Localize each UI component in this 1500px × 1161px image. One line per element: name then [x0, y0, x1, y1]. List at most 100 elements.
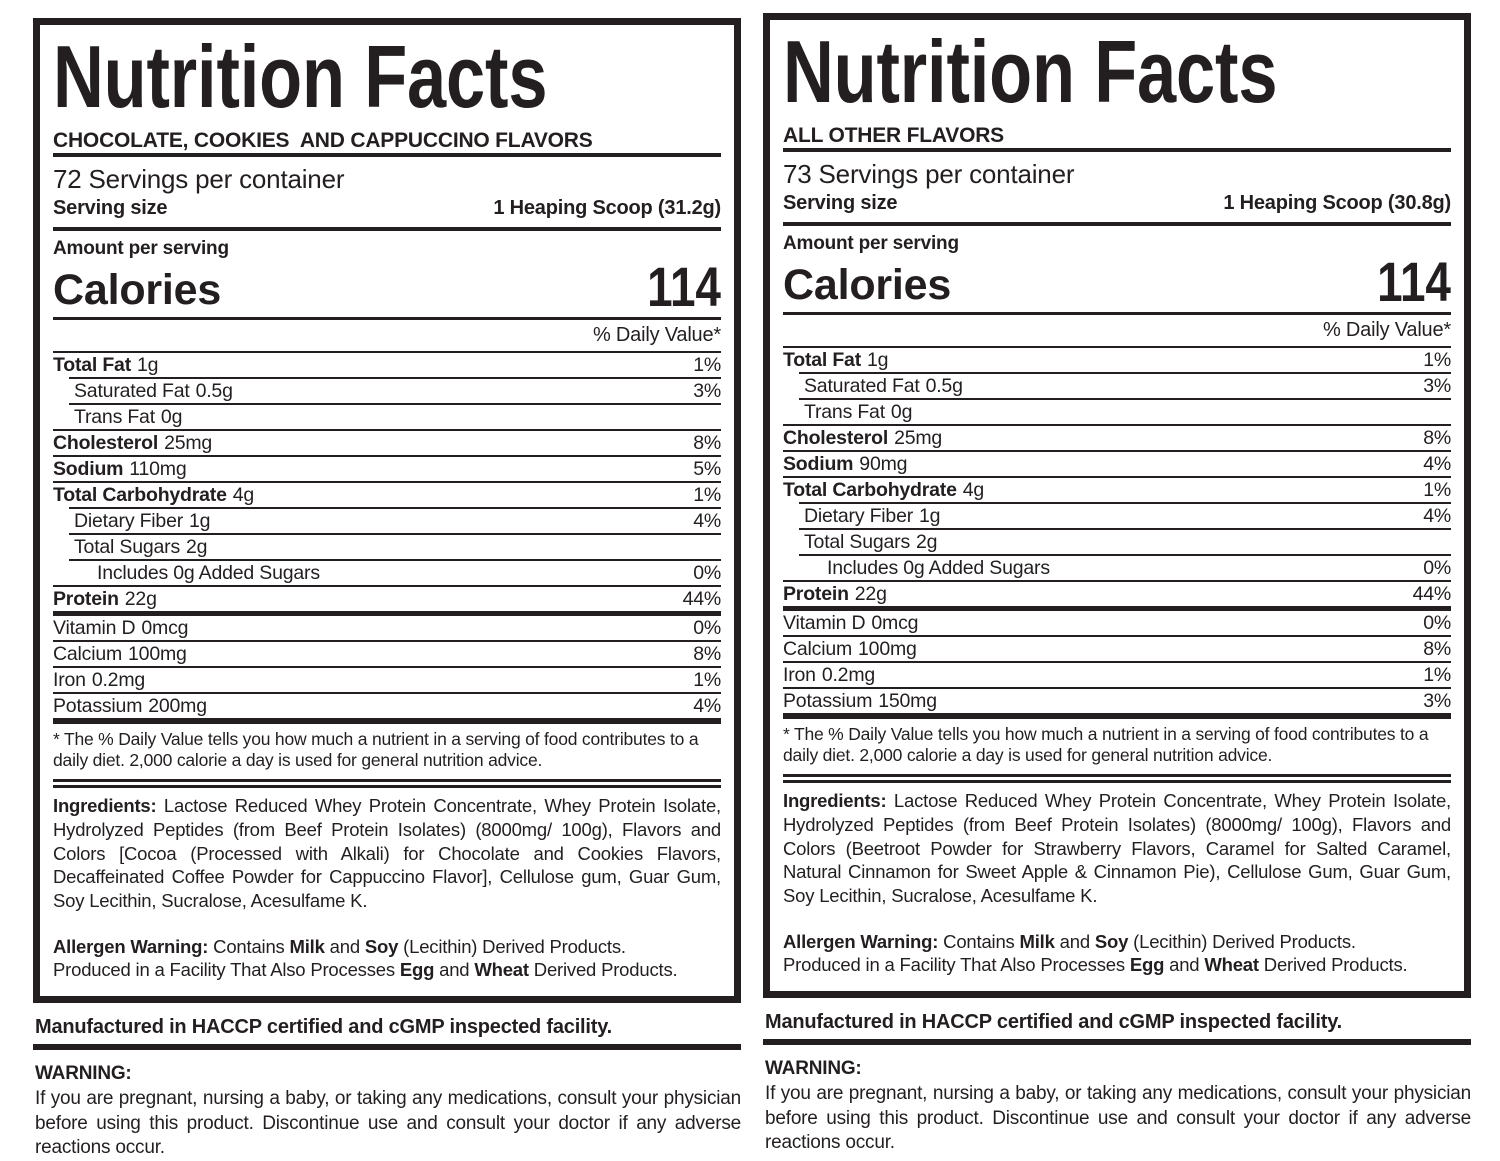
rule-divider	[69, 558, 721, 561]
ingredients-lead: Ingredients:	[53, 795, 157, 817]
rule-divider	[763, 1038, 1471, 1045]
rule-divider	[53, 480, 721, 483]
nutrient-amount: 90mg	[859, 452, 908, 475]
nutrient-name: Dietary Fiber	[804, 504, 914, 527]
nutrient-row-total-carbohydrate: Total Carbohydrate 4g 1%	[783, 478, 1451, 502]
allergen-text: and	[324, 935, 365, 957]
nutrient-amount: 100mg	[128, 642, 187, 665]
label-box: Nutrition Facts ALL OTHER FLAVORS 73 Ser…	[763, 13, 1471, 998]
rule-divider	[53, 454, 721, 457]
rule-divider	[53, 665, 721, 668]
nutrient-row-calcium: Calcium 100mg 8%	[53, 642, 721, 666]
rule-divider	[799, 371, 1451, 374]
rule-divider	[799, 501, 1451, 504]
rule-divider	[69, 402, 721, 405]
rule-divider	[783, 605, 1451, 611]
rule-divider	[53, 316, 721, 320]
nutrition-label-all-other-flavors: Nutrition Facts ALL OTHER FLAVORS 73 Ser…	[763, 13, 1471, 1156]
rule-divider	[783, 712, 1451, 719]
nutrient-amount: 1g	[867, 348, 889, 371]
double-rule-divider	[53, 779, 721, 789]
rule-divider	[69, 376, 721, 379]
nutrient-name: Total Sugars	[804, 530, 910, 553]
label-title: Nutrition Facts	[783, 22, 1278, 121]
nutrient-dv: 1%	[693, 353, 721, 376]
allergen-line-1: Allergen Warning: Contains Milk and Soy …	[53, 935, 721, 959]
allergen-line-2: Produced in a Facility That Also Process…	[53, 958, 721, 982]
nutrient-row-cholesterol: Cholesterol 25mg 8%	[783, 426, 1451, 450]
allergen-wheat: Wheat	[1204, 954, 1259, 976]
rule-divider	[799, 553, 1451, 556]
nutrient-dv: 0%	[693, 616, 721, 639]
nutrient-amount: 1g	[919, 504, 941, 527]
allergen-text: (Lecithin) Derived Products.	[398, 935, 626, 957]
nutrient-row-trans-fat: Trans Fat 0g	[783, 400, 1451, 424]
nutrient-row-total-sugars: Total Sugars 2g	[53, 535, 721, 559]
rule-divider	[783, 475, 1451, 478]
flavor-line: CHOCOLATE, COOKIES AND CAPPUCCINO FLAVOR…	[53, 128, 593, 152]
nutrient-name: Vitamin D	[783, 611, 866, 634]
rule-divider	[783, 579, 1451, 582]
nutrient-name: Total Fat	[53, 353, 131, 376]
nutrient-row-total-fat: Total Fat 1g 1%	[783, 348, 1451, 372]
nutrient-row-protein: Protein 22g 44%	[783, 582, 1451, 606]
allergen-text: Produced in a Facility That Also Process…	[783, 954, 1130, 976]
allergen-text: Derived Products.	[1258, 954, 1408, 976]
nutrient-dv: 0%	[1423, 556, 1451, 579]
rule-divider	[53, 691, 721, 694]
nutrient-name: Total Carbohydrate	[783, 478, 957, 501]
warning-text: If you are pregnant, nursing a baby, or …	[765, 1082, 1471, 1154]
daily-value-header: % Daily Value*	[783, 315, 1451, 348]
ingredients-body: Lactose Reduced Whey Protein Concentrate…	[783, 790, 1451, 906]
ingredients-lead: Ingredients:	[783, 790, 887, 812]
rule-divider	[783, 660, 1451, 663]
nutrient-amount: 1g	[137, 353, 159, 376]
rule-divider	[53, 226, 721, 231]
warning-text: If you are pregnant, nursing a baby, or …	[35, 1087, 741, 1159]
nutrient-name: Protein	[53, 587, 119, 610]
nutrient-name: Dietary Fiber	[74, 509, 184, 532]
amount-per-serving-label: Amount per serving	[783, 232, 959, 254]
nutrient-row-dietary-fiber: Dietary Fiber 1g 4%	[53, 509, 721, 533]
nutrient-amount: 2g	[186, 535, 208, 558]
nutrient-name: Saturated Fat	[804, 374, 920, 397]
nutrient-amount: 0g	[160, 405, 183, 428]
serving-size-label: Serving size	[783, 191, 898, 214]
nutrient-name: Trans Fat	[804, 400, 885, 423]
nutrient-row-dietary-fiber: Dietary Fiber 1g 4%	[783, 504, 1451, 528]
rule-divider	[33, 1043, 741, 1050]
nutrient-row-sodium: Sodium 110mg 5%	[53, 457, 721, 481]
nutrition-label-chocolate: Nutrition Facts CHOCOLATE, COOKIES AND C…	[33, 18, 741, 1161]
nutrient-dv: 1%	[1423, 348, 1451, 371]
nutrient-row-potassium: Potassium 150mg 3%	[783, 689, 1451, 713]
nutrient-row-iron: Iron 0.2mg 1%	[53, 668, 721, 692]
nutrient-dv: 1%	[693, 483, 721, 506]
nutrient-amount: 4g	[962, 478, 985, 501]
nutrient-name: Trans Fat	[74, 405, 155, 428]
nutrient-amount: 110mg	[129, 457, 187, 480]
nutrient-amount: 2g	[916, 530, 938, 553]
allergen-wheat: Wheat	[474, 959, 529, 981]
allergen-milk: Milk	[289, 935, 325, 957]
nutrient-name: Potassium	[783, 689, 873, 712]
calories-value: 114	[647, 254, 721, 318]
nutrient-name: Calcium	[53, 642, 123, 665]
servings-per-container: 73 Servings per container	[783, 158, 1075, 189]
nutrient-row-added-sugars: Includes 0g Added Sugars 0%	[783, 556, 1451, 580]
nutrient-name: Iron	[53, 668, 86, 691]
nutrient-dv: 8%	[693, 642, 721, 665]
nutrient-row-saturated-fat: Saturated Fat 0.5g 3%	[783, 374, 1451, 398]
calories-row: Calories 114	[53, 254, 721, 318]
allergen-text: Derived Products.	[528, 959, 678, 981]
allergen-text: and	[434, 959, 475, 981]
rule-divider	[783, 449, 1451, 452]
allergen-text: and	[1164, 954, 1205, 976]
nutrient-row-vitamin-d: Vitamin D 0mcg 0%	[53, 616, 721, 640]
allergen-egg: Egg	[1129, 954, 1165, 976]
nutrient-dv: 4%	[1423, 452, 1451, 475]
allergen-warning: Allergen Warning: Contains Milk and Soy …	[53, 935, 721, 982]
ingredients-text: Ingredients: Lactose Reduced Whey Protei…	[783, 783, 1451, 907]
calories-label: Calories	[53, 265, 222, 314]
nutrient-amount: 25mg	[164, 431, 213, 454]
nutrient-dv: 0%	[693, 561, 721, 584]
